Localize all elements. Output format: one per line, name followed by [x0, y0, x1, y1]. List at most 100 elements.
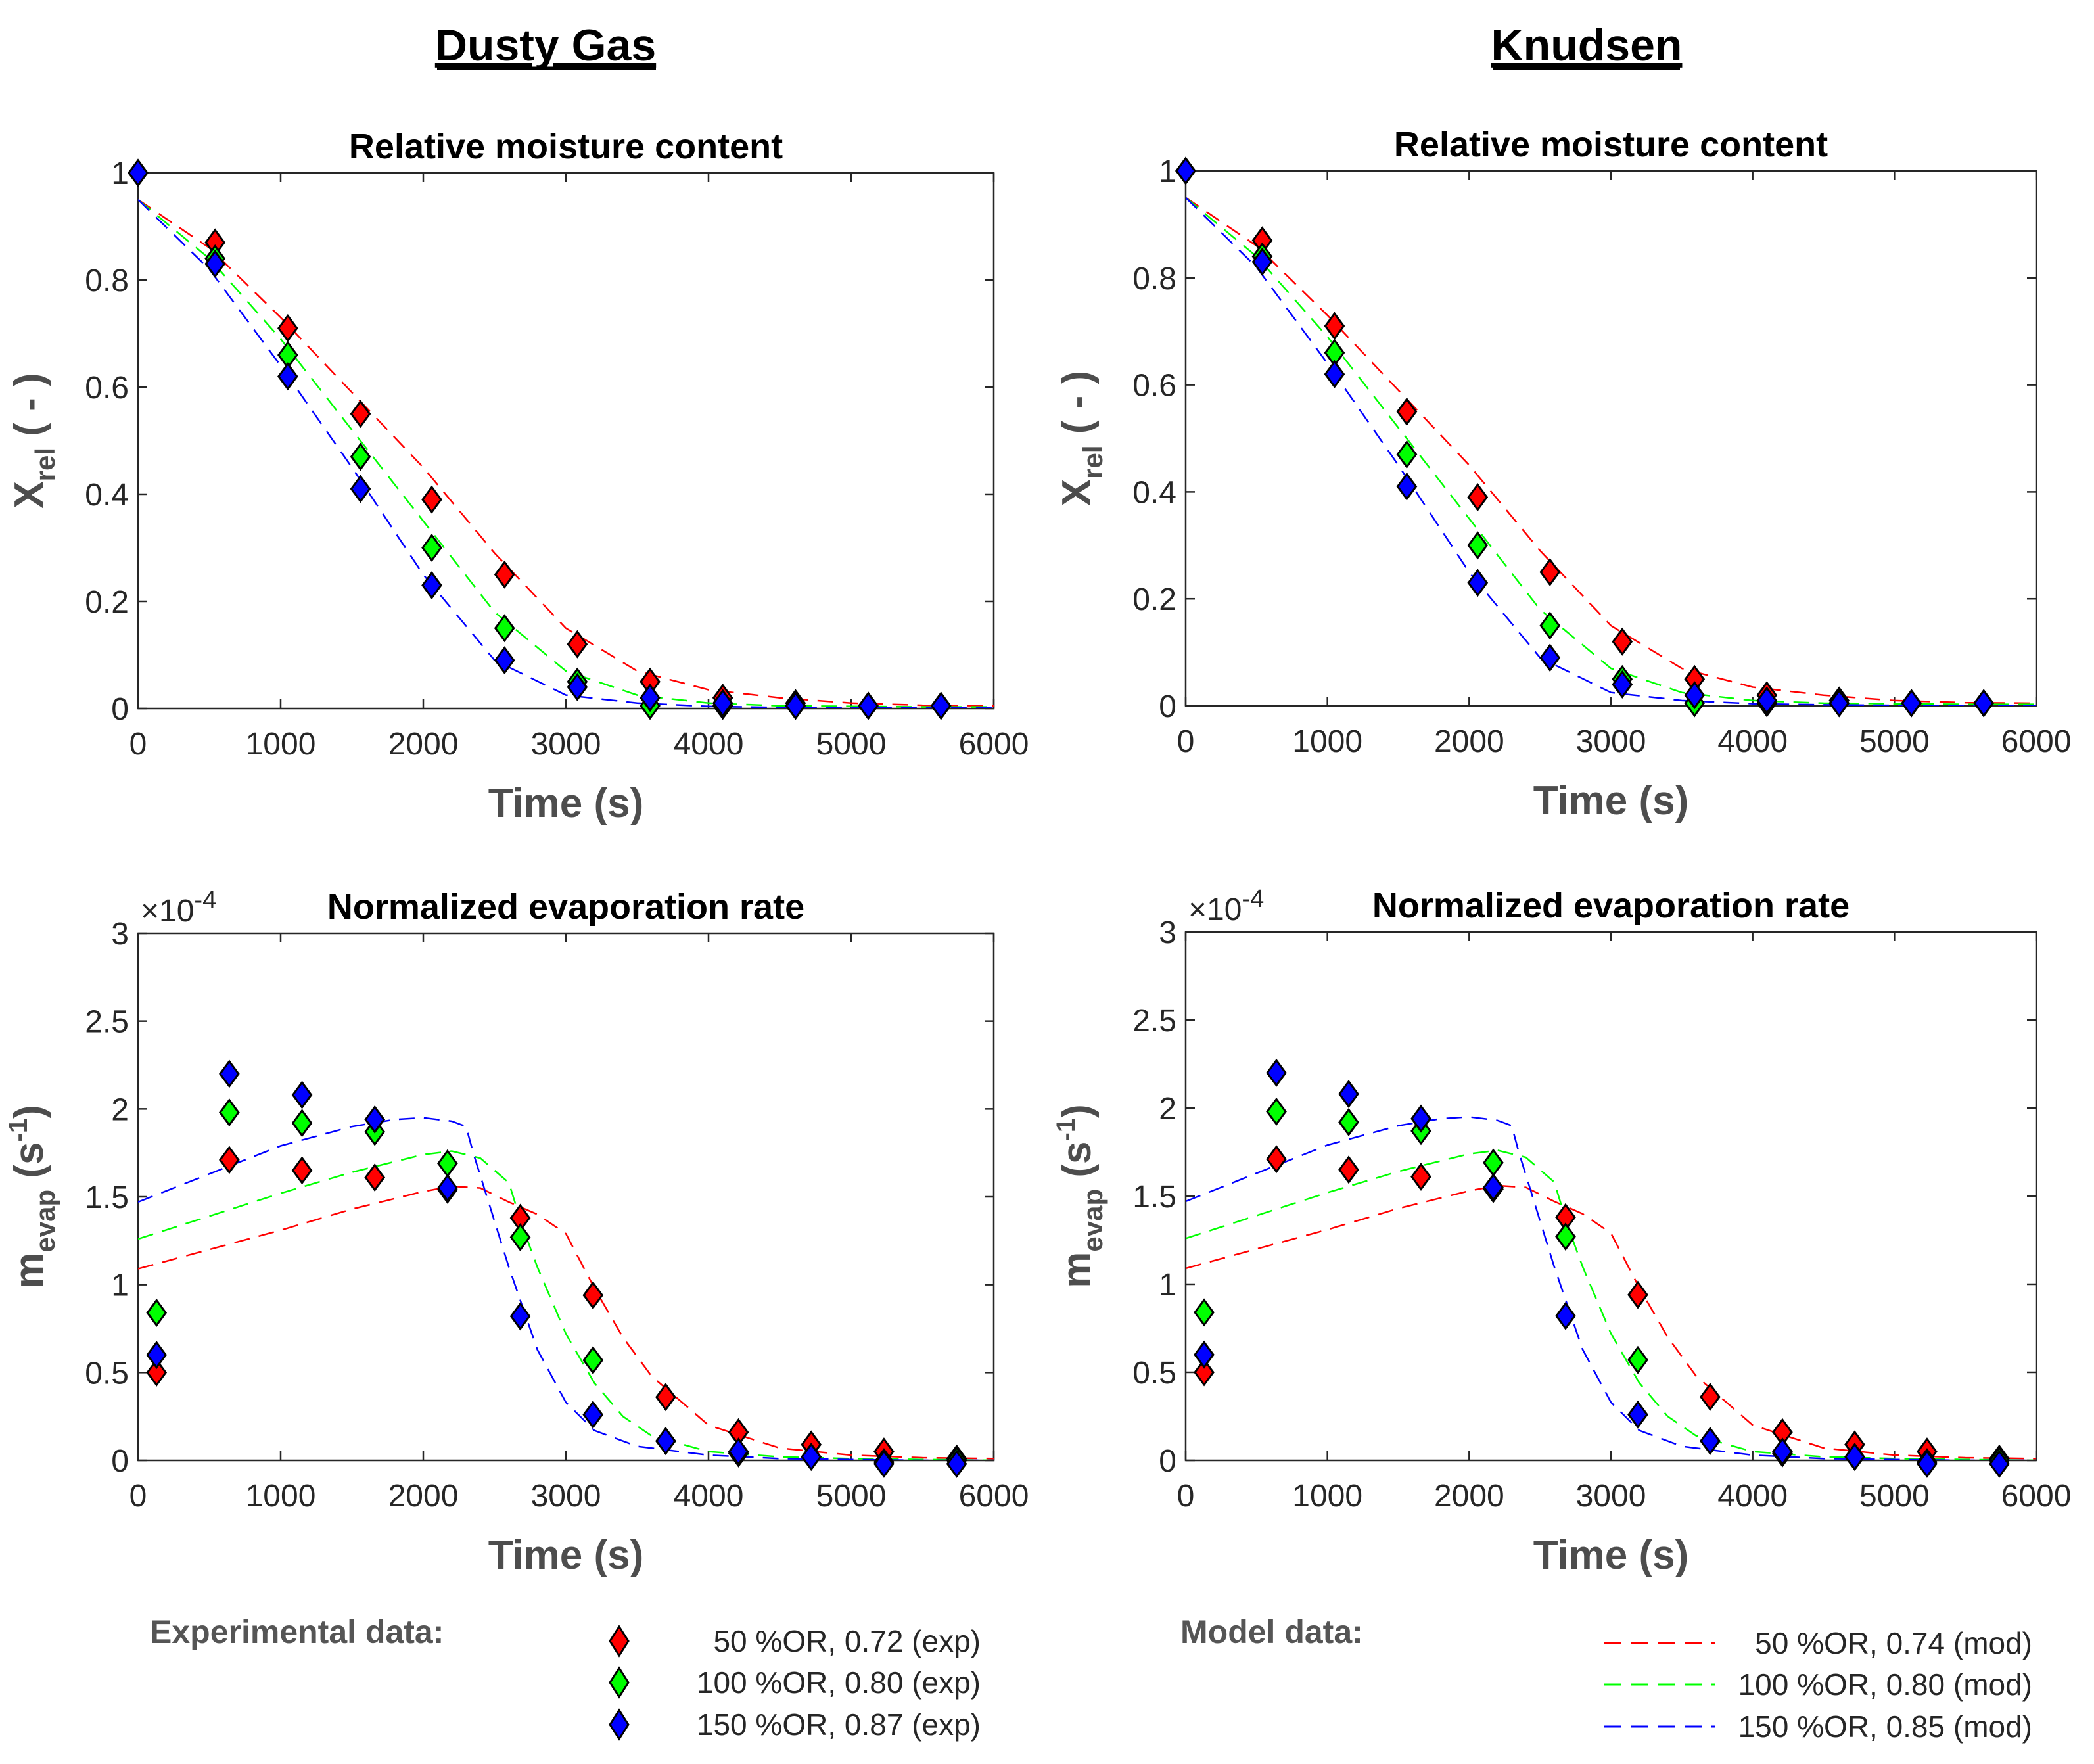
exp-marker-150 — [1700, 1426, 1721, 1456]
exp-marker-50 — [1194, 1358, 1215, 1387]
plot-frame — [1184, 931, 2037, 1462]
y-axis-label: Xrel ( - ) — [1054, 371, 1108, 506]
legend-exp-marker-50 — [609, 1625, 630, 1658]
y-tick-label: 0 — [1159, 689, 1176, 724]
exp-marker-150 — [785, 691, 806, 720]
exp-marker-150 — [128, 158, 149, 187]
exp-marker-150 — [728, 1437, 749, 1466]
exp-marker-100 — [219, 1098, 240, 1127]
legend-model-label-50: 50 %OR, 0.74 (mod) — [1755, 1626, 2032, 1660]
exp-marker-50 — [1338, 1155, 1359, 1184]
y-tick-label: 3 — [1159, 916, 1176, 950]
exp-marker-100 — [509, 1222, 531, 1252]
model-line-100 — [1186, 1149, 2036, 1460]
y-tick-label: 1 — [1159, 1268, 1176, 1303]
y-axis-label: Xrel ( - ) — [7, 373, 60, 508]
exp-marker-50 — [1396, 397, 1418, 426]
model-line-100 — [138, 1150, 994, 1460]
exp-marker-150 — [1410, 1104, 1431, 1133]
x-tick-label: 4000 — [1717, 724, 1788, 759]
y-exponent-label: ×10-4 — [1188, 885, 1264, 927]
model-line-50 — [138, 198, 994, 707]
plot-frame — [137, 932, 995, 1462]
exp-marker-150 — [712, 689, 733, 718]
column-header-knudsen: Knudsen — [1491, 20, 1683, 70]
y-tick-label: 0 — [1159, 1444, 1176, 1479]
exp-marker-100 — [1338, 1107, 1359, 1136]
exp-marker-100 — [146, 1298, 168, 1327]
exp-marker-150 — [1251, 247, 1273, 276]
exp-marker-100 — [1555, 1222, 1576, 1251]
y-tick-label: 3 — [111, 917, 129, 952]
exp-marker-50 — [219, 1146, 240, 1174]
exp-marker-150 — [1396, 472, 1418, 501]
y-tick-label: 2.5 — [1132, 1004, 1176, 1038]
x-tick-label: 4000 — [674, 1479, 744, 1514]
exp-marker-50 — [1627, 1280, 1648, 1309]
legend-model-label-150: 150 %OR, 0.85 (mod) — [1738, 1709, 2032, 1744]
y-tick-label: 1 — [111, 1268, 129, 1303]
model-line-100 — [138, 198, 994, 708]
exp-marker-50 — [582, 1281, 604, 1310]
y-tick-label: 1.5 — [85, 1180, 129, 1215]
exp-marker-150 — [1844, 1443, 1865, 1472]
x-tick-label: 6000 — [2001, 1479, 2072, 1514]
y-tick-label: 0 — [111, 1444, 129, 1479]
exp-marker-150 — [1338, 1080, 1359, 1109]
exp-marker-150 — [1627, 1400, 1648, 1429]
exp-marker-150 — [567, 672, 588, 701]
exp-marker-150 — [873, 1449, 895, 1478]
y-tick-label: 1.5 — [1132, 1180, 1176, 1215]
x-tick-label: 0 — [129, 1479, 147, 1514]
exp-marker-50 — [1539, 557, 1561, 587]
exp-marker-100 — [291, 1109, 313, 1138]
exp-marker-150 — [494, 646, 515, 675]
exp-marker-150 — [1539, 643, 1561, 672]
exp-marker-150 — [946, 1449, 967, 1478]
exp-marker-50 — [350, 400, 371, 429]
exp-marker-150 — [204, 250, 226, 279]
x-axis-label: Time (s) — [488, 781, 644, 826]
exp-marker-150 — [291, 1080, 313, 1109]
exp-marker-50 — [494, 560, 515, 589]
exp-marker-150 — [1555, 1301, 1576, 1330]
exp-marker-100 — [494, 614, 515, 643]
exp-marker-150 — [1917, 1449, 1938, 1478]
panel-title: Relative moisture content — [349, 127, 783, 166]
exp-marker-150 — [1973, 689, 1995, 718]
exp-marker-150 — [421, 571, 442, 600]
x-tick-label: 3000 — [531, 1479, 601, 1514]
exp-marker-150 — [1901, 689, 1922, 718]
legend-exp-label-50: 50 %OR, 0.72 (exp) — [713, 1624, 981, 1658]
exp-marker-50 — [567, 630, 588, 659]
y-tick-label: 0.2 — [1132, 582, 1176, 617]
x-axis-label: Time (s) — [1533, 1533, 1689, 1578]
x-axis-label: Time (s) — [1533, 778, 1689, 824]
exp-marker-150 — [858, 691, 879, 720]
exp-marker-150 — [350, 475, 371, 503]
x-tick-label: 1000 — [1292, 724, 1362, 759]
chart-panel-3: 0 1000 2000 3000 4000 5000 6000 0 0.5 1 1.5 2 2.5 3 No… — [4, 887, 1029, 1578]
exp-marker-50 — [1467, 483, 1489, 512]
exp-marker-100 — [421, 533, 442, 563]
exp-marker-150 — [655, 1427, 676, 1456]
x-tick-label: 0 — [129, 727, 147, 762]
exp-marker-50 — [1266, 1145, 1287, 1174]
exp-marker-50 — [1700, 1382, 1721, 1412]
x-axis-label: Time (s) — [488, 1533, 644, 1578]
exp-marker-50 — [1410, 1162, 1431, 1192]
exp-marker-50 — [655, 1383, 676, 1412]
exp-marker-150 — [1828, 689, 1850, 718]
exp-marker-150 — [1756, 686, 1778, 715]
exp-marker-150 — [1175, 156, 1196, 185]
panel-title: Relative moisture content — [1394, 125, 1828, 164]
y-tick-label: 0.5 — [85, 1356, 129, 1391]
y-tick-label: 2 — [111, 1092, 129, 1127]
exp-marker-100 — [1539, 611, 1561, 640]
x-tick-label: 2000 — [388, 727, 459, 762]
model-line-150 — [1186, 197, 2036, 706]
legend-model-label-100: 100 %OR, 0.80 (mod) — [1738, 1667, 2032, 1702]
x-tick-label: 5000 — [1859, 1479, 1930, 1514]
model-line-100 — [1186, 197, 2036, 705]
